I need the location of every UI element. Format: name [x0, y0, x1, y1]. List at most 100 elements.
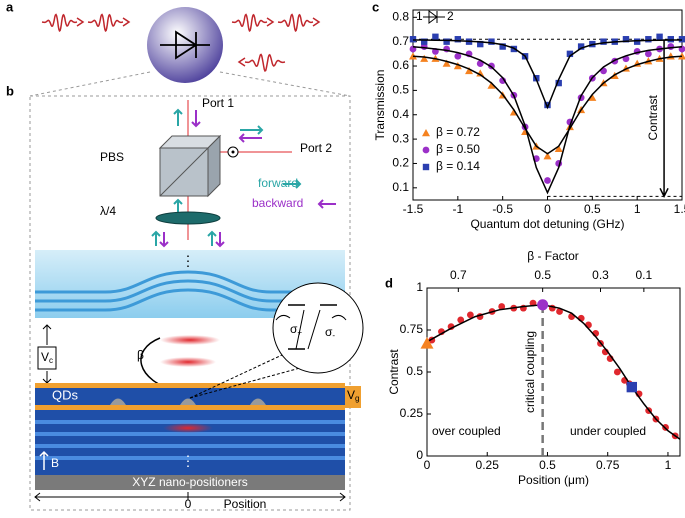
pulse-arrow — [312, 17, 321, 27]
marker — [622, 36, 630, 43]
level-scheme — [272, 282, 364, 374]
waveplate-label: λ/4 — [100, 204, 116, 218]
marker — [667, 36, 674, 43]
marker — [454, 36, 462, 43]
y-tick-label: 0 — [416, 448, 423, 462]
polarization-dot — [231, 150, 235, 154]
marker — [626, 381, 638, 393]
fit-line — [426, 304, 681, 440]
contrast-arrow — [659, 39, 669, 199]
marker — [678, 36, 685, 43]
vg-box — [345, 386, 361, 408]
quantum-dots — [110, 398, 266, 405]
marker — [543, 152, 552, 160]
panel-label: c — [372, 0, 379, 14]
pulse-arrow — [237, 57, 246, 67]
x-axis-label: Quantum dot detuning (GHz) — [470, 217, 624, 231]
ellipsis: ⋮ — [181, 253, 195, 269]
marker — [409, 36, 417, 43]
marker — [432, 33, 439, 40]
legend-marker — [422, 129, 430, 137]
marker — [556, 308, 563, 315]
marker — [537, 299, 549, 311]
x2-tick-label: 0.7 — [450, 268, 467, 282]
y-tick-label: 0.8 — [392, 9, 409, 23]
x-tick-label: 0.75 — [596, 458, 620, 472]
pulse-arrow — [122, 17, 131, 27]
cavity-mode — [160, 335, 220, 345]
marker — [488, 38, 495, 45]
pulse — [277, 13, 314, 33]
sigma-minus: σ- — [325, 325, 335, 340]
legend-label: β = 0.50 — [436, 142, 480, 156]
y-tick-label: 0.6 — [392, 58, 409, 72]
zoom-line — [219, 71, 351, 97]
y-tick-label: 0.1 — [392, 180, 409, 194]
port-label: Port 2 — [300, 141, 332, 155]
position-label: Position — [224, 497, 267, 511]
x-tick-label: 0.5 — [539, 458, 556, 472]
pulse — [41, 13, 78, 33]
field-arrow — [39, 450, 49, 470]
contrast-label: Contrast — [646, 94, 660, 140]
vc-arrows — [42, 324, 52, 384]
backward-label: backward — [252, 196, 303, 210]
legend-label: β = 0.72 — [436, 125, 480, 139]
y-axis-label: Transmission — [373, 70, 387, 141]
zoom-line — [189, 367, 301, 399]
marker — [453, 62, 462, 70]
marker — [645, 36, 652, 43]
x-tick-label: -0.5 — [492, 202, 513, 216]
x-tick-label: 0.25 — [476, 458, 500, 472]
inset-label: 1 — [416, 9, 423, 23]
x-tick-label: 1 — [634, 202, 641, 216]
x-axis-label: Position (μm) — [518, 473, 589, 487]
marker — [466, 311, 474, 319]
marker — [644, 50, 652, 58]
zoom-line — [29, 71, 151, 97]
marker — [457, 316, 465, 324]
zoom-line — [189, 354, 283, 399]
marker — [454, 52, 462, 60]
marker — [465, 66, 474, 75]
marker — [600, 38, 607, 45]
y-tick-label: 0.25 — [400, 406, 424, 420]
cavity-mode — [160, 357, 216, 367]
y-tick-label: 0.7 — [392, 34, 409, 48]
ellipsis: ⋮ — [181, 453, 195, 469]
marker — [476, 69, 485, 77]
marker — [498, 303, 506, 310]
origin-label: 0 — [185, 497, 192, 511]
legend-label: β = 0.14 — [436, 159, 480, 173]
marker — [421, 38, 428, 45]
marker — [420, 54, 429, 62]
critical-label: critical coupling — [523, 331, 537, 413]
beta-label: β — [137, 348, 144, 362]
port-label: Port 1 — [202, 96, 234, 110]
inset-label: 2 — [447, 9, 454, 23]
x-tick-label: 0 — [544, 202, 551, 216]
field-label: B — [51, 456, 59, 470]
marker — [667, 43, 675, 50]
nano-positioners — [35, 475, 345, 490]
x-tick-label: -1 — [452, 202, 463, 216]
fit-line — [413, 39, 682, 110]
stage-label: XYZ nano-positioners — [132, 475, 247, 489]
qds-label: QDs — [52, 387, 79, 402]
panel-label: d — [385, 275, 393, 290]
region-label: under coupled — [570, 424, 646, 438]
vc-box — [37, 346, 57, 370]
y-tick-label: 0.75 — [400, 322, 424, 336]
marker — [566, 50, 574, 58]
marker — [588, 93, 597, 101]
position-axis — [34, 492, 346, 502]
y-axis-label: Contrast — [387, 349, 401, 395]
sigma-plus: σ+ — [290, 322, 302, 337]
diode-symbol — [160, 30, 210, 60]
x-tick-label: 0 — [424, 458, 431, 472]
waveplate — [155, 211, 221, 225]
vg-label: Vg — [347, 388, 359, 403]
x-tick-label: 1 — [665, 458, 672, 472]
contact-layer — [35, 405, 345, 410]
